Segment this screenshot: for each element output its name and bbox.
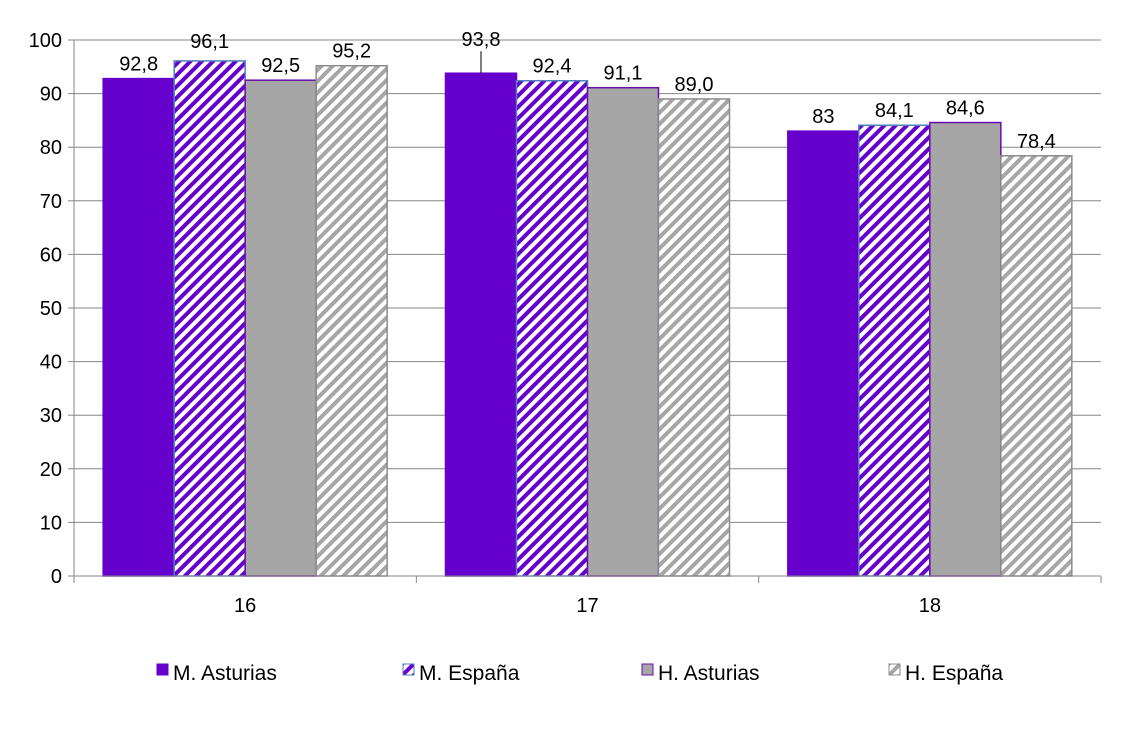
data-label: 96,1 [190, 31, 229, 53]
data-label: 84,1 [875, 100, 914, 122]
legend-label: M. España [419, 662, 520, 685]
bar [315, 64, 388, 577]
data-label: 78,4 [1017, 131, 1056, 153]
bar [858, 124, 931, 577]
y-tick-label: 90 [40, 84, 62, 106]
y-tick-label: 50 [40, 298, 62, 320]
data-label: 91,1 [604, 63, 643, 85]
bar [929, 121, 1002, 577]
x-tick-label: 18 [919, 595, 941, 617]
legend-label: M. Asturias [173, 662, 277, 685]
y-tick-label: 10 [40, 512, 62, 534]
data-label: 93,8 [462, 29, 501, 51]
bar [244, 79, 317, 577]
legend-label: H. Asturias [658, 662, 760, 685]
bar [586, 86, 660, 577]
legend-swatch [402, 663, 415, 676]
y-tick-label: 20 [40, 459, 62, 481]
data-label: 84,6 [946, 98, 985, 120]
data-label: 89,0 [675, 74, 714, 96]
bar [1000, 155, 1073, 577]
legend-swatch [888, 663, 901, 676]
data-label: 83 [812, 106, 834, 128]
y-tick-label: 60 [40, 244, 62, 266]
legend-swatch [641, 663, 654, 676]
y-tick-label: 30 [40, 405, 62, 427]
x-tick-label: 17 [576, 595, 598, 617]
data-label: 92,8 [119, 54, 158, 76]
bar [444, 72, 518, 577]
data-label: 92,5 [261, 55, 300, 77]
bar [173, 60, 246, 577]
bar [102, 77, 175, 577]
legend-label: H. España [905, 662, 1003, 685]
data-label: 95,2 [332, 41, 371, 63]
y-tick-label: 0 [51, 566, 62, 588]
y-tick-label: 80 [40, 137, 62, 159]
y-tick-label: 70 [40, 191, 62, 213]
legend-swatch [156, 663, 169, 676]
x-tick-label: 16 [234, 595, 256, 617]
bar [657, 98, 731, 577]
y-tick-label: 40 [40, 352, 62, 374]
data-label: 92,4 [533, 56, 572, 78]
y-tick-label: 100 [29, 30, 62, 52]
bar [515, 79, 589, 577]
bar [787, 130, 860, 577]
